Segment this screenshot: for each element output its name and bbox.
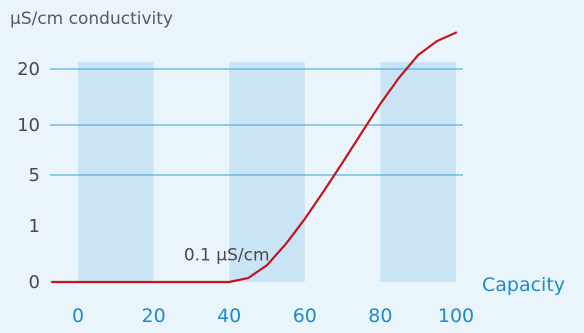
- x-tick-label: 80: [368, 305, 392, 327]
- annotation-label: 0.1 µS/cm: [184, 246, 270, 266]
- shaded-bands: [78, 62, 456, 282]
- x-tick-label: 40: [217, 305, 241, 327]
- x-axis-label: Capacity: [482, 274, 565, 296]
- y-axis-label: µS/cm conductivity: [10, 9, 173, 29]
- shaded-band-2: [380, 62, 456, 282]
- y-tick-label: 5: [29, 165, 40, 186]
- y-tick-label: 20: [17, 59, 40, 80]
- series-group: [50, 31, 458, 284]
- y-tick-label: 0: [29, 272, 40, 293]
- gridlines: [50, 68, 463, 176]
- x-tick-label: 100: [438, 305, 474, 327]
- shaded-band-1: [229, 62, 305, 282]
- y-tick-label: 10: [17, 115, 40, 136]
- x-tick-label: 0: [72, 305, 84, 327]
- y-tick-labels: 0 1 5 10 20: [17, 59, 40, 293]
- x-tick-labels: 0 20 40 60 80 100: [72, 305, 474, 327]
- shaded-band-0: [78, 62, 154, 282]
- x-tick-label: 60: [293, 305, 317, 327]
- x-tick-label: 20: [142, 305, 166, 327]
- series-line-0: [50, 31, 458, 284]
- y-tick-label: 1: [29, 216, 40, 237]
